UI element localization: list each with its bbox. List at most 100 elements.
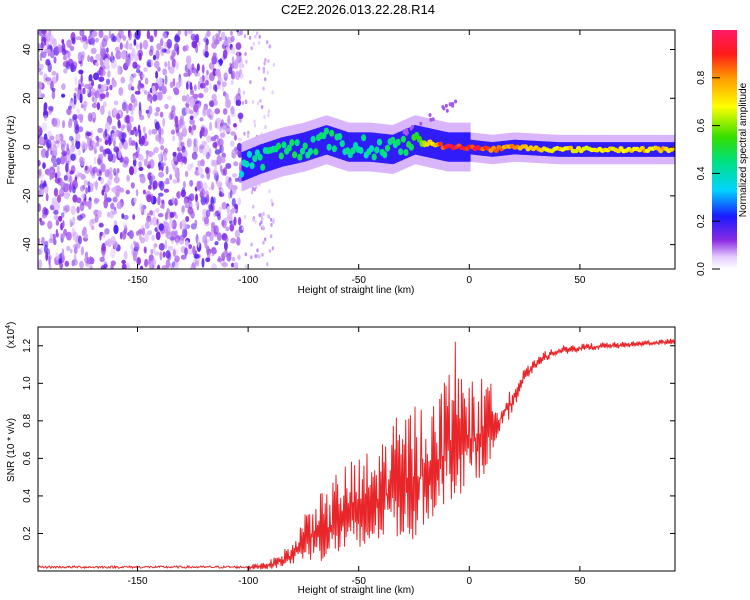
noise-blob (154, 111, 159, 117)
noise-blob (153, 243, 156, 253)
noise-blob (58, 258, 63, 265)
signal-band (367, 132, 370, 162)
noise-blob (259, 98, 262, 103)
noise-blob (211, 55, 217, 65)
noise-blob (161, 128, 164, 136)
signal-blob (376, 138, 383, 146)
noise-blob (210, 111, 215, 116)
signal-band (334, 128, 337, 158)
noise-blob (271, 90, 274, 95)
signal-band (314, 128, 317, 159)
signal-band (269, 141, 272, 171)
noise-blob (55, 220, 60, 226)
noise-blob (52, 144, 58, 155)
noise-blob (180, 124, 187, 129)
noise-blob (174, 214, 179, 219)
noise-blob (262, 66, 265, 71)
noise-blob (174, 35, 181, 43)
noise-blob (41, 122, 48, 131)
noise-blob (189, 115, 194, 121)
noise-blob (451, 102, 455, 106)
noise-blob (264, 58, 267, 62)
noise-blob (56, 142, 60, 148)
x-tick-label: 50 (574, 576, 586, 587)
noise-blob (249, 80, 252, 85)
noise-blob (216, 84, 221, 90)
noise-blob (98, 222, 104, 228)
colorbar: 0.0 0.2 0.4 0.6 0.8 Normalized spectral ampl… (696, 30, 749, 276)
noise-blob (140, 156, 145, 163)
noise-blob (43, 133, 48, 140)
noise-blob (117, 66, 121, 76)
noise-blob (236, 142, 242, 152)
noise-blob (42, 162, 46, 170)
noise-blob (81, 141, 86, 150)
signal-blob (368, 145, 375, 153)
noise-blob (200, 159, 205, 167)
signal-blob (339, 140, 345, 148)
noise-blob (232, 173, 238, 178)
noise-blob (38, 168, 42, 177)
noise-blob (45, 193, 49, 202)
noise-blob (174, 197, 178, 207)
noise-blob (130, 51, 134, 61)
noise-blob (135, 43, 139, 50)
signal-band (268, 141, 271, 171)
noise-blob (172, 248, 176, 257)
noise-blob (71, 37, 76, 45)
noise-blob (64, 183, 70, 192)
noise-blob (136, 146, 140, 153)
y-tick-label: -20 (22, 188, 33, 203)
noise-blob (201, 64, 205, 74)
noise-blob (97, 127, 103, 134)
noise-blob (85, 257, 92, 265)
signal-blob (313, 148, 319, 156)
noise-blob (81, 193, 86, 199)
noise-blob (194, 219, 198, 226)
noise-blob (164, 212, 168, 221)
noise-blob (49, 135, 55, 141)
noise-blob (231, 256, 236, 262)
noise-blob (54, 177, 61, 184)
noise-blob (262, 226, 265, 231)
noise-blob (69, 218, 73, 227)
noise-blob (63, 55, 67, 61)
noise-blob (174, 255, 180, 263)
noise-blob (90, 47, 97, 54)
signal-band (403, 129, 406, 160)
noise-blob (110, 235, 116, 246)
noise-blob (93, 156, 97, 165)
signal-blob (568, 145, 574, 151)
noise-blob (66, 108, 72, 116)
noise-blob (195, 193, 198, 203)
signal-blob (281, 141, 287, 149)
noise-blob (160, 204, 164, 209)
noise-blob (220, 156, 226, 164)
signal-blob (331, 145, 337, 153)
noise-blob (91, 102, 98, 109)
signal-band (333, 127, 336, 157)
noise-blob (245, 100, 248, 105)
noise-blob (61, 248, 65, 258)
noise-blob (82, 87, 86, 95)
signal-blob (326, 143, 332, 151)
noise-blob (65, 61, 71, 70)
signal-band (278, 138, 281, 168)
noise-blob (209, 83, 212, 90)
noise-blob (54, 172, 58, 179)
noise-blob (208, 204, 214, 212)
signal-band (310, 130, 313, 160)
noise-blob (48, 105, 54, 111)
noise-blob (181, 205, 185, 213)
noise-blob (109, 84, 113, 91)
noise-blob (132, 155, 136, 161)
noise-blob (250, 242, 253, 247)
noise-blob (243, 34, 247, 39)
noise-blob (431, 117, 435, 122)
noise-blob (133, 38, 137, 46)
noise-blob (229, 189, 233, 199)
noise-blob (118, 30, 124, 39)
noise-blob (154, 121, 160, 130)
noise-blob (72, 194, 78, 203)
noise-blob (104, 139, 109, 145)
